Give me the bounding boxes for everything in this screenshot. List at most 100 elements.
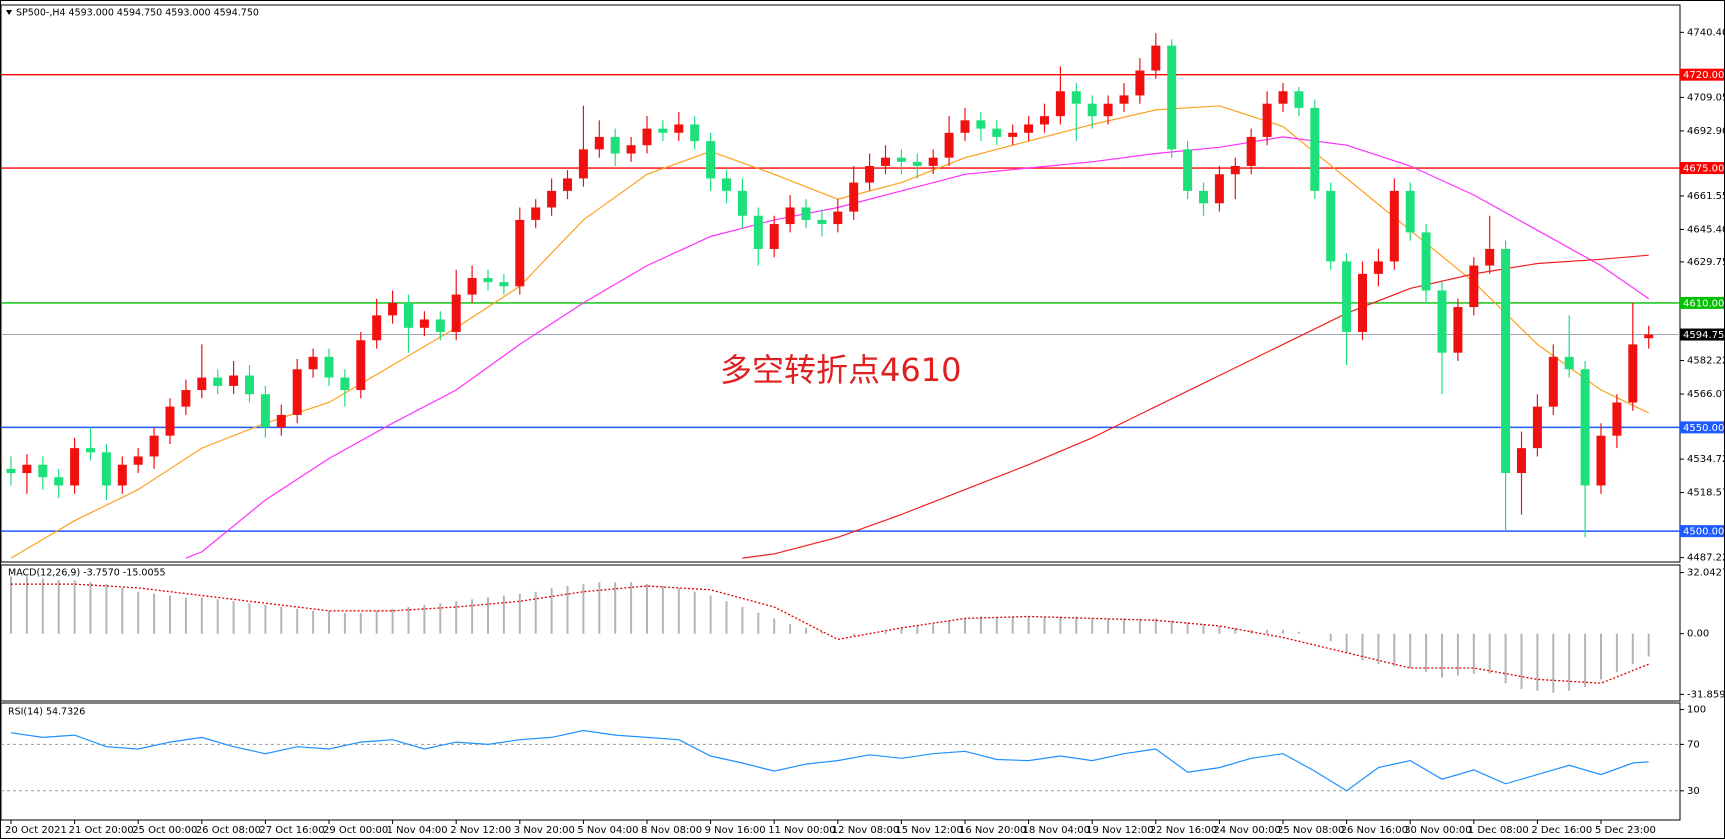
candle-body <box>769 224 779 249</box>
candle-body <box>1580 369 1590 486</box>
candle-body <box>165 406 175 436</box>
candle-body <box>388 302 398 316</box>
candle-body <box>483 278 493 283</box>
x-tick-label: 1 Dec 08:00 <box>1468 825 1529 836</box>
candle-body <box>419 319 429 328</box>
candle-body <box>753 215 763 249</box>
x-tick-label: 5 Dec 23:00 <box>1595 825 1656 836</box>
candle-body <box>531 207 541 220</box>
y-tick-label: 4661.550 <box>1687 191 1725 202</box>
x-tick-label: 12 Nov 08:00 <box>832 825 899 836</box>
candle-body <box>340 377 350 391</box>
candle-body <box>515 219 525 287</box>
candle-body <box>1055 91 1065 117</box>
y-tick-label: 4534.725 <box>1687 454 1725 465</box>
candle-body <box>1342 261 1352 332</box>
candle-body <box>960 120 970 133</box>
x-tick-label: 20 Oct 2021 <box>5 825 67 836</box>
candle-body <box>1453 307 1463 353</box>
candle-body <box>1469 265 1479 308</box>
candle-body <box>992 128 1002 137</box>
candle-body <box>1437 290 1447 353</box>
level-label-bg <box>1680 68 1724 81</box>
candle-body <box>1230 165 1240 175</box>
level-label: 4675.000 <box>1683 164 1725 175</box>
candle-body <box>1532 406 1542 449</box>
price-label: 4594.750 <box>1683 330 1725 341</box>
candle-body <box>1389 190 1399 262</box>
x-tick-label: 26 Nov 16:00 <box>1341 825 1408 836</box>
level-label: 4720.000 <box>1683 70 1725 81</box>
candle-body <box>6 468 16 474</box>
x-tick-label: 25 Oct 00:00 <box>132 825 197 836</box>
candle-body <box>117 464 127 486</box>
y-tick-label: 0.00 <box>1687 629 1709 640</box>
candle-body <box>785 207 795 225</box>
macd-label: MACD(12,26,9) -3.7570 -15.0055 <box>8 568 166 579</box>
x-tick-label: 26 Oct 08:00 <box>196 825 261 836</box>
y-tick-label: 4645.400 <box>1687 224 1725 235</box>
x-tick-label: 25 Nov 08:00 <box>1277 825 1344 836</box>
candle-body <box>706 141 716 179</box>
candle-body <box>292 369 302 415</box>
candle-body <box>1517 448 1526 474</box>
candle-body <box>197 377 207 391</box>
candle-body <box>1262 103 1272 137</box>
candle-body <box>356 340 366 391</box>
candle-body <box>229 375 239 386</box>
candle-body <box>1326 190 1336 262</box>
candle-body <box>149 435 159 457</box>
candle-body <box>944 132 954 158</box>
candle-body <box>658 128 668 133</box>
level-label-bg <box>1680 525 1724 538</box>
candle-body <box>435 319 445 332</box>
level-label: 4550.000 <box>1683 423 1725 434</box>
menu-arrow <box>6 10 12 15</box>
candle-body <box>404 302 413 328</box>
rsi-panel <box>0 702 1681 821</box>
rsi-line <box>10 729 1649 792</box>
y-tick-label: 4692.900 <box>1687 126 1725 137</box>
macd-panel <box>0 564 1681 702</box>
y-tick-label: 30 <box>1687 786 1700 797</box>
candle-body <box>674 124 684 133</box>
candle-body <box>563 178 572 191</box>
candle-body <box>1087 103 1097 117</box>
candle-body <box>547 190 557 208</box>
y-tick-label: -31.8592 <box>1687 689 1725 700</box>
x-tick-label: 30 Nov 00:00 <box>1404 825 1471 836</box>
candle-body <box>308 356 318 370</box>
candle-body <box>1071 91 1081 104</box>
candle-body <box>1310 107 1320 191</box>
x-tick-label: 15 Nov 12:00 <box>895 825 962 836</box>
candle-body <box>260 394 270 428</box>
rsi-plot <box>1 729 1680 792</box>
candle-body <box>1214 174 1224 204</box>
candle-body <box>22 464 32 474</box>
candle-body <box>1485 248 1495 266</box>
chart-header: SP500-,H4 4593.000 4594.750 4593.000 459… <box>16 8 259 19</box>
candle-body <box>181 390 191 407</box>
candle-body <box>1008 132 1018 137</box>
candle-body <box>467 278 477 295</box>
x-tick-label: 1 Nov 04:00 <box>387 825 448 836</box>
candle-body <box>1278 91 1288 104</box>
candle-body <box>499 282 509 287</box>
y-tick-label: 4740.400 <box>1687 27 1725 38</box>
x-tick-label: 16 Nov 20:00 <box>959 825 1026 836</box>
x-tick-label: 2 Nov 12:00 <box>450 825 511 836</box>
candle-body <box>1644 334 1654 339</box>
candle-body <box>451 294 461 332</box>
candle-body <box>133 456 143 465</box>
candle-body <box>817 219 827 225</box>
x-tick-label: 22 Nov 16:00 <box>1150 825 1217 836</box>
x-tick-label: 18 Nov 04:00 <box>1023 825 1090 836</box>
price-label-bg <box>1680 328 1724 341</box>
candle-body <box>1421 232 1431 291</box>
candle-body <box>1564 356 1574 370</box>
candle-body <box>1612 402 1622 436</box>
candle-body <box>1358 273 1367 332</box>
candle-body <box>101 452 111 486</box>
level-label: 4500.000 <box>1683 527 1725 538</box>
